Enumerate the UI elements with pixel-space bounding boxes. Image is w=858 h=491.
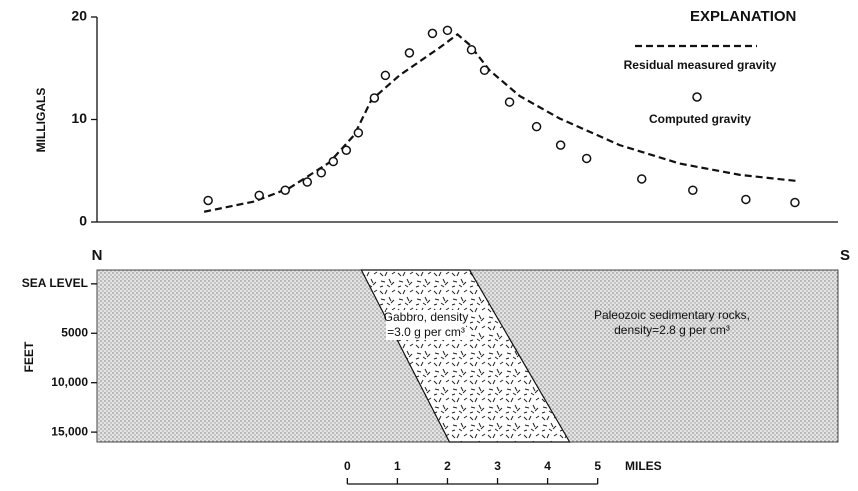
computed-gravity-point xyxy=(504,97,515,107)
gabbro-label-bg xyxy=(386,325,466,340)
legend-label: Residual measured gravity xyxy=(624,58,777,72)
y-axis-label: MILLIGALS xyxy=(34,88,48,153)
computed-gravity-point xyxy=(353,128,364,138)
computed-gravity-point xyxy=(369,93,380,103)
gabbro-label-bg xyxy=(386,310,466,325)
scale-tick-label: 1 xyxy=(394,459,401,473)
computed-gravity-point xyxy=(442,25,453,36)
computed-gravity-point xyxy=(581,153,592,164)
computed-gravity-point xyxy=(302,177,313,187)
section-y-tick-label: 15,000 xyxy=(51,424,88,438)
computed-gravity-point xyxy=(427,28,438,39)
gabbro-label: =3.0 g per cm³ xyxy=(387,325,465,339)
computed-gravity-point xyxy=(531,121,542,132)
host-rock-label: density=2.8 g per cm³ xyxy=(614,323,730,337)
computed-gravity-point xyxy=(555,140,566,150)
computed-gravity-point xyxy=(466,45,477,55)
host-rock-label: Paleozoic sedimentary rocks, xyxy=(594,308,750,322)
computed-gravity-point xyxy=(741,194,751,205)
scale-tick-label: 2 xyxy=(444,459,451,473)
computed-gravity-point xyxy=(688,185,698,195)
computed-gravity-point xyxy=(254,190,264,201)
y-tick-label: 10 xyxy=(71,110,87,126)
y-tick-label: 0 xyxy=(79,213,87,229)
section-y-tick-label: 5000 xyxy=(61,325,88,339)
computed-gravity-point xyxy=(790,197,800,208)
section-y-tick-label: SEA LEVEL xyxy=(22,276,88,290)
section-y-tick-label: 10,000 xyxy=(51,375,88,389)
computed-gravity-point xyxy=(341,145,352,155)
measured-gravity-line xyxy=(203,33,798,213)
computed-gravity-point xyxy=(479,65,490,76)
computed-gravity-point xyxy=(280,185,291,195)
computed-gravity-point xyxy=(328,156,339,167)
scale-tick-label: 5 xyxy=(594,459,601,473)
north-label: N xyxy=(92,247,103,264)
gabbro-label: Gabbro, density xyxy=(384,310,469,324)
scale-tick-label: 3 xyxy=(494,459,501,473)
scale-tick-label: 4 xyxy=(544,459,551,473)
section-y-label: FEET xyxy=(22,341,36,372)
computed-gravity-point xyxy=(636,174,647,184)
scale-label: MILES xyxy=(625,459,662,473)
south-label: S xyxy=(840,247,850,264)
y-tick-label: 20 xyxy=(71,8,87,24)
legend-circle xyxy=(692,92,702,102)
legend-label: Computed gravity xyxy=(649,112,751,126)
legend-title: EXPLANATION xyxy=(690,8,796,25)
computed-gravity-point xyxy=(316,168,327,178)
computed-gravity-point xyxy=(380,70,391,81)
computed-gravity-point xyxy=(203,195,213,206)
computed-gravity-point xyxy=(404,48,415,58)
scale-tick-label: 0 xyxy=(344,459,351,473)
